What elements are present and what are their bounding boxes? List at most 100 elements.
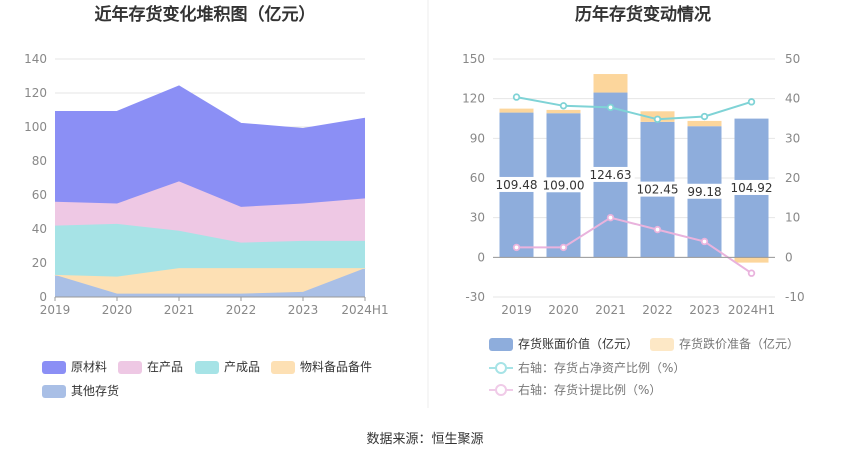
point-ratio-assets-2 [606,103,615,112]
right-x-tick-1: 2020 [548,303,579,317]
bar-impairment-0 [499,108,534,113]
line-ratio-provision [516,216,753,275]
legend-item-wip[interactable]: 在产品 [118,360,183,374]
bar-label-bg-5 [727,179,776,195]
area-raw [55,86,365,207]
point-ratio-provision-0 [512,243,521,252]
bar-impairment-2 [593,74,628,93]
area-other [55,268,365,297]
legend-label-wip: 在产品 [147,360,183,374]
bar-label-2: 124.63 [590,168,632,182]
bar-label-5: 104.92 [731,181,773,195]
area-finished [55,223,365,277]
left-x-tick-3: 2022 [226,303,257,317]
left-y-tick-2: 40 [32,222,47,236]
bar-label-3: 102.45 [637,183,679,197]
left-x-tick-0: 2019 [40,303,71,317]
right-y-left-tick-6: -30 [465,290,485,304]
right-x-tick-5: 2024H1 [728,303,775,317]
legend-item-ratio-provision[interactable]: 右轴：存货计提比例（%） [489,382,661,397]
right-x-tick-0: 2019 [501,303,532,317]
left-chart-title: 近年存货变化堆积图（亿元） [95,4,316,25]
legend-swatch-wip [118,361,142,374]
legend-swatch-finished [195,361,219,374]
left-y-tick-5: 100 [24,120,47,134]
bar-label-1: 109.00 [543,178,585,192]
left-y-tick-6: 120 [24,86,47,100]
right-y-right-tick-5: 0 [785,250,793,264]
left-x-tick-4: 2023 [288,303,319,317]
legend-swatch-raw [42,361,66,374]
legend-swatch-spares [271,361,295,374]
legend-label-spares: 物料备品备件 [300,360,372,374]
right-y-right-tick-1: 40 [785,92,800,106]
legend-item-book-value[interactable]: 存货账面价值（亿元） [489,336,638,351]
left-x-tick-5: 2024H1 [341,303,388,317]
point-ratio-assets-5 [747,98,756,106]
left-y-tick-4: 80 [32,154,47,168]
legend-label-ratio-provision: 右轴：存货计提比例（%） [518,382,661,397]
right-y-left-tick-4: 30 [470,211,485,225]
right-y-right-tick-0: 50 [785,52,800,66]
point-ratio-assets-1 [559,102,568,110]
left-y-tick-1: 20 [32,256,47,270]
left-axis: 0 20 40 60 80 100 120 140 2019 2020 2021 2022 2023 20… [24,52,389,317]
right-y-left-tick-1: 120 [462,92,485,106]
right-y-right-tick-2: 30 [785,131,800,145]
right-y-left-tick-3: 60 [470,171,485,185]
bar-impairment-5 [734,257,769,263]
legend-item-raw[interactable]: 原材料 [42,360,107,374]
bar-label-bg-3 [633,181,682,197]
left-x-tick-2: 2021 [164,303,195,317]
legend-item-finished[interactable]: 产成品 [195,360,260,374]
legend-swatch-impairment [650,338,674,351]
bar-label-bg-2 [586,166,635,182]
bar-impairment-1 [546,109,581,114]
right-y-right-tick-6: -10 [785,290,805,304]
bar-impairment-4 [687,120,722,127]
area-wip [55,181,365,243]
legend-item-impairment[interactable]: 存货跌价准备（亿元） [650,336,799,351]
point-ratio-assets-4 [700,112,709,121]
legend-label-book-value: 存货账面价值（亿元） [518,336,638,351]
left-x-tick-1: 2020 [102,303,133,317]
right-y-left-tick-2: 90 [470,131,485,145]
data-source: 数据来源：恒生聚源 [366,432,483,447]
right-axis: 150 120 90 60 30 0 -30 50 40 30 20 10 0 -10 2019 2020 20… [462,52,805,317]
bar-label-4: 99.18 [687,185,721,199]
legend-label-finished: 产成品 [224,360,260,374]
point-ratio-provision-1 [559,243,568,252]
point-ratio-assets-3 [653,115,662,123]
bar-label-bg-1 [539,177,588,193]
left-y-tick-3: 60 [32,188,47,202]
legend-item-other[interactable]: 其他存货 [42,383,119,398]
right-x-tick-2: 2021 [595,303,626,317]
right-y-right-tick-3: 20 [785,171,800,185]
legend-item-ratio-assets[interactable]: 右轴：存货占净资产比例（%） [489,360,685,375]
legend-item-spares[interactable]: 物料备品备件 [271,360,372,374]
right-lines [512,93,756,277]
left-y-tick-7: 140 [24,52,47,66]
point-ratio-provision-4 [700,237,709,246]
legend-marker-ratio-provision [495,384,507,396]
left-areas [54,85,366,297]
right-chart-title: 历年存货变动情况 [575,4,711,25]
bar-label-bg-4 [684,183,725,199]
point-ratio-provision-5 [747,269,756,277]
legend-label-ratio-assets: 右轴：存货占净资产比例（%） [518,360,685,375]
point-ratio-provision-3 [653,225,662,234]
right-y-left-tick-0: 150 [462,52,485,66]
legend-swatch-other [42,385,66,398]
point-ratio-assets-0 [512,93,521,101]
left-legend: 原材料 在产品 产成品 物料备品备件 其他存货 [42,360,372,398]
legend-label-other: 其他存货 [71,383,119,398]
right-x-tick-4: 2023 [689,303,720,317]
right-legend: 存货账面价值（亿元） 存货跌价准备（亿元） 右轴：存货占净资产比例（%） 右轴：… [489,336,799,397]
legend-marker-ratio-assets [495,362,507,374]
point-ratio-provision-2 [606,213,615,222]
right-labels: 109.48 109.00 124.63 102.45 99.18 104.92 [492,166,776,199]
right-y-left-tick-5: 0 [477,250,485,264]
right-x-tick-3: 2022 [642,303,673,317]
